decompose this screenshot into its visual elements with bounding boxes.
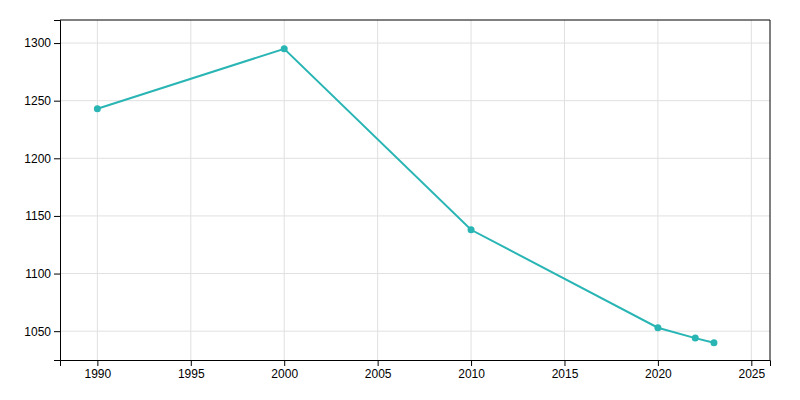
y-tick-mark — [54, 274, 60, 275]
x-tick-label: 1990 — [85, 367, 112, 381]
x-grid-line — [377, 20, 378, 360]
y-axis-line — [54, 21, 61, 361]
plot-frame — [60, 20, 770, 21]
x-tick-label: 2010 — [458, 367, 485, 381]
y-tick-label: 1200 — [24, 152, 51, 166]
y-tick-mark — [54, 158, 60, 159]
y-grid-line — [60, 273, 770, 274]
y-tick-label: 1150 — [25, 209, 51, 223]
x-grid-line — [284, 20, 285, 360]
x-grid-line — [751, 20, 752, 360]
y-tick-label: 1250 — [24, 94, 51, 108]
x-tick-mark — [191, 360, 192, 366]
point — [710, 339, 717, 346]
x-tick: 2025 — [738, 360, 765, 381]
x-tick: 2015 — [552, 360, 579, 381]
x-grid-line — [471, 20, 472, 360]
y-grid-line — [60, 215, 770, 216]
y-tick: 1100 — [25, 267, 60, 281]
plot: 1990 1995 2000 2005 2010 2015 2020 2025 1050 1100… — [24, 20, 770, 381]
grid — [60, 20, 770, 360]
y-tick-label: 1100 — [25, 267, 51, 281]
x-grid-line — [657, 20, 658, 360]
series — [94, 45, 718, 346]
x-tick-label: 1995 — [178, 367, 205, 381]
x-axis: 1990 1995 2000 2005 2010 2015 2020 2025 — [61, 360, 771, 381]
x-grid-line — [564, 20, 565, 360]
x-tick-label: 2025 — [738, 367, 765, 381]
y-grid-line — [60, 43, 770, 44]
x-tick-mark — [378, 360, 379, 366]
x-tick-mark — [284, 360, 285, 366]
point — [468, 226, 475, 233]
y-grid-line — [60, 331, 770, 332]
y-axis: 1050 1100 1150 1200 1250 1300 — [24, 21, 60, 361]
chart: 1990 1995 2000 2005 2010 2015 2020 2025 1050 1100… — [0, 0, 800, 400]
y-tick-label: 1050 — [24, 325, 51, 339]
x-tick-label: 2000 — [271, 367, 298, 381]
y-tick-mark — [54, 331, 60, 332]
y-tick: 1250 — [24, 94, 60, 108]
x-grid-line — [97, 20, 98, 360]
x-tick-label: 2005 — [365, 367, 392, 381]
y-tick: 1200 — [24, 152, 60, 166]
x-tick: 2005 — [365, 360, 392, 381]
point — [692, 335, 699, 342]
line — [97, 49, 714, 343]
x-tick-mark — [658, 360, 659, 366]
y-tick-mark — [54, 216, 60, 217]
plot-frame — [770, 20, 771, 360]
x-tick-mark — [97, 360, 98, 366]
x-tick: 2000 — [271, 360, 298, 381]
point — [94, 105, 101, 112]
point — [281, 45, 288, 52]
y-tick: 1300 — [24, 36, 60, 50]
x-grid-line — [190, 20, 191, 360]
x-tick: 1995 — [178, 360, 205, 381]
x-tick-label: 2020 — [645, 367, 672, 381]
x-tick: 2010 — [458, 360, 485, 381]
x-tick: 1990 — [85, 360, 112, 381]
x-tick-mark — [471, 360, 472, 366]
y-tick: 1050 — [24, 325, 60, 339]
y-tick-label: 1300 — [24, 36, 51, 50]
x-tick-mark — [564, 360, 565, 366]
y-tick-mark — [54, 101, 60, 102]
y-grid-line — [60, 158, 770, 159]
point — [654, 324, 661, 331]
x-tick-label: 2015 — [552, 367, 579, 381]
y-tick-mark — [54, 43, 60, 44]
x-axis-line — [61, 361, 771, 367]
x-tick: 2020 — [645, 360, 672, 381]
y-tick: 1150 — [25, 209, 60, 223]
y-grid-line — [60, 100, 770, 101]
x-tick-mark — [751, 360, 752, 366]
